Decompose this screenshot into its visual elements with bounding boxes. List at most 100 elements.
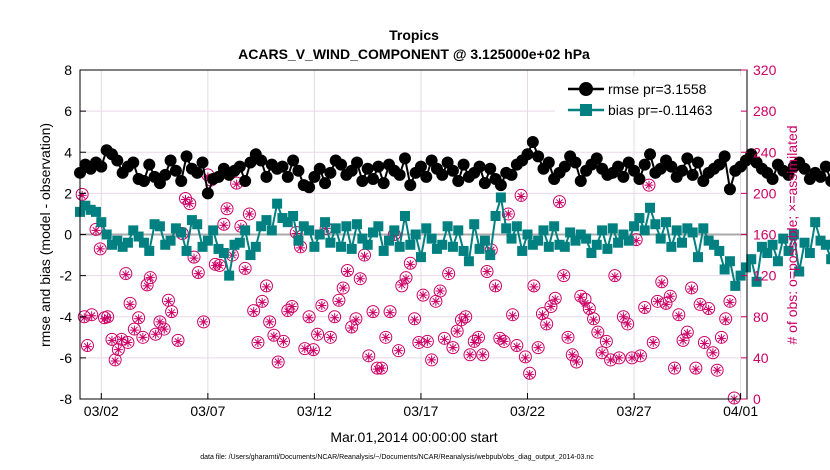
obs-possible-marker — [183, 197, 197, 211]
obs-assimilated-marker — [325, 332, 335, 342]
rmse-point — [169, 164, 182, 177]
obs-possible-marker — [420, 334, 434, 348]
y2-tick-label: 160 — [753, 227, 777, 243]
rmse-point — [201, 187, 214, 200]
obs-assimilated-marker — [308, 346, 318, 356]
x-tick-label: 03/07 — [190, 403, 225, 419]
bias-point — [304, 225, 315, 236]
obs-possible-marker — [171, 333, 185, 347]
obs-possible-marker — [467, 334, 481, 348]
rmse-point — [617, 170, 630, 183]
bias-point — [703, 235, 714, 246]
rmse-point — [361, 162, 374, 175]
obs-assimilated-marker — [189, 253, 199, 263]
obs-assimilated-marker — [173, 336, 183, 346]
bias-point — [666, 241, 677, 252]
bias-point — [517, 245, 528, 256]
bias-point — [266, 225, 277, 236]
bias-point — [368, 227, 379, 238]
rmse-point — [542, 156, 555, 169]
obs-assimilated-marker — [695, 299, 705, 309]
rmse-point — [111, 154, 124, 167]
obs-assimilated-marker — [427, 355, 437, 365]
rmse-point — [457, 158, 470, 171]
rmse-point — [452, 175, 465, 188]
obs-assimilated-marker — [155, 317, 165, 327]
obs-assimilated-marker — [712, 365, 722, 375]
obs-possible-marker — [723, 294, 737, 308]
obs-possible-marker — [446, 341, 460, 355]
y2-axis-label: # of obs: o=possible; ×=assimilated — [784, 125, 800, 344]
x-tick-label: 03/02 — [84, 403, 119, 419]
obs-assimilated-marker — [313, 329, 323, 339]
rmse-point — [532, 150, 545, 163]
rmse-point — [377, 177, 390, 190]
obs-assimilated-marker — [368, 308, 378, 318]
rmse-point — [473, 160, 486, 173]
obs-assimilated-marker — [110, 356, 120, 366]
obs-possible-marker — [412, 335, 426, 349]
obs-possible-marker — [523, 366, 537, 380]
obs-possible-marker — [454, 313, 468, 327]
bias-point — [288, 210, 299, 221]
rmse-point — [814, 170, 827, 183]
obs-assimilated-marker — [461, 312, 471, 322]
bias-series-layer — [75, 192, 830, 291]
obs-possible-marker — [599, 334, 613, 348]
obs-assimilated-marker — [163, 296, 173, 306]
obs-assimilated-marker — [576, 292, 586, 302]
rmse-point — [324, 166, 337, 179]
obs-assimilated-marker — [495, 333, 505, 343]
obs-assimilated-marker — [452, 326, 462, 336]
rmse-point — [367, 172, 380, 185]
obs-assimilated-marker — [244, 209, 254, 219]
bias-point — [815, 235, 826, 246]
obs-assimilated-marker — [79, 313, 89, 323]
obs-possible-marker — [328, 310, 342, 324]
bias-point — [794, 266, 805, 277]
obs-assimilated-marker — [597, 348, 607, 358]
obs-possible-marker — [379, 330, 393, 344]
bias-point — [495, 192, 506, 203]
rmse-point — [287, 154, 300, 167]
obs-assimilated-marker — [465, 350, 475, 360]
obs-possible-marker — [459, 310, 473, 324]
obs-possible-marker — [616, 310, 630, 324]
obs-assimilated-marker — [273, 357, 283, 367]
y-tick-label: 2 — [64, 185, 72, 201]
obs-possible-marker — [685, 281, 699, 295]
obs-possible-marker — [395, 279, 409, 293]
obs-assimilated-marker — [215, 260, 225, 270]
rmse-point — [484, 162, 497, 175]
obs-possible-marker — [191, 266, 205, 280]
obs-assimilated-marker — [418, 290, 428, 300]
obs-assimilated-marker — [100, 314, 110, 324]
obs-assimilated-marker — [219, 220, 229, 230]
obs-assimilated-marker — [151, 329, 161, 339]
obs-possible-marker — [437, 331, 451, 345]
obs-possible-marker — [399, 271, 413, 285]
y2-tick-label: 200 — [753, 185, 777, 201]
obs-assimilated-marker — [359, 251, 369, 261]
bias-point — [687, 227, 698, 238]
bias-point — [719, 264, 730, 275]
rmse-point — [558, 160, 571, 173]
obs-assimilated-marker — [394, 346, 404, 356]
obs-possible-marker — [403, 256, 417, 270]
obs-possible-marker — [501, 207, 515, 221]
obs-possible-marker — [392, 344, 406, 358]
obs-assimilated-marker — [550, 294, 560, 304]
bias-point — [810, 217, 821, 228]
bias-point — [272, 198, 283, 209]
obs-assimilated-marker — [145, 273, 155, 283]
bias-point — [453, 225, 464, 236]
obs-assimilated-marker — [657, 278, 667, 288]
obs-possible-marker — [493, 331, 507, 345]
rmse-point — [372, 160, 385, 173]
bias-point — [250, 241, 261, 252]
obs-possible-marker — [659, 296, 673, 310]
obs-possible-marker — [165, 305, 179, 319]
obs-assimilated-marker — [499, 336, 509, 346]
bias-point — [549, 221, 560, 232]
obs-assimilated-marker — [708, 348, 718, 358]
